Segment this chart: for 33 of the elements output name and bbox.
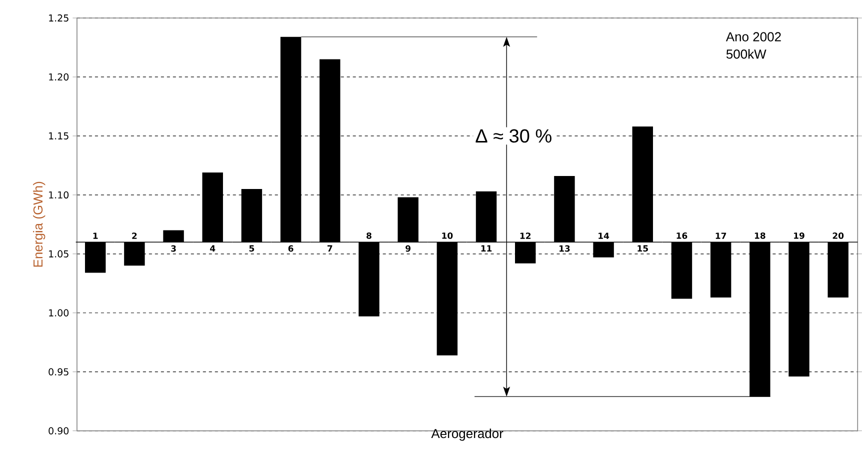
x-tick-label: 13	[559, 245, 570, 252]
x-tick-label: 20	[832, 232, 844, 239]
y-tick-label: 1.00	[49, 309, 69, 317]
x-tick-label: 3	[171, 245, 176, 252]
y-tick-label: 0.95	[48, 368, 68, 376]
y-tick-label: 1.25	[49, 14, 68, 22]
y-tick-label: 1.05	[49, 250, 68, 258]
y-tick-label: 1.10	[49, 191, 69, 199]
y-tick-label: 1.20	[49, 73, 69, 81]
x-tick-label: 15	[638, 245, 648, 252]
x-tick-label: 4	[210, 245, 216, 252]
x-tick-label: 6	[288, 245, 294, 252]
x-tick-label: 8	[366, 232, 372, 239]
x-tick-label: 16	[676, 232, 688, 239]
x-tick-label: 11	[481, 245, 492, 252]
x-tick-label: 9	[406, 245, 410, 252]
annotation: Δ ≈ 30 %	[476, 129, 552, 143]
y-tick-label: 0.90	[48, 427, 69, 434]
x-tick-label: 7	[328, 245, 332, 252]
x-tick-label: 19	[794, 232, 804, 239]
x-tick-label: 17	[716, 232, 726, 239]
x-tick-label: 14	[598, 232, 610, 239]
y-tick-label: 1.15	[49, 132, 68, 140]
x-tick-label: 12	[520, 232, 531, 239]
x-tick-label: 2	[132, 232, 137, 239]
x-axis-title: Aerogerador	[431, 428, 504, 441]
annotation: Ano 2002	[726, 32, 781, 42]
x-tick-label: 18	[754, 232, 766, 239]
annotation: 500kW	[726, 49, 766, 59]
x-tick-label: 5	[249, 245, 254, 252]
x-tick-label: 10	[442, 232, 453, 239]
y-axis-title: Energia (GWh)	[33, 182, 46, 267]
x-tick-label: 1	[93, 232, 98, 239]
